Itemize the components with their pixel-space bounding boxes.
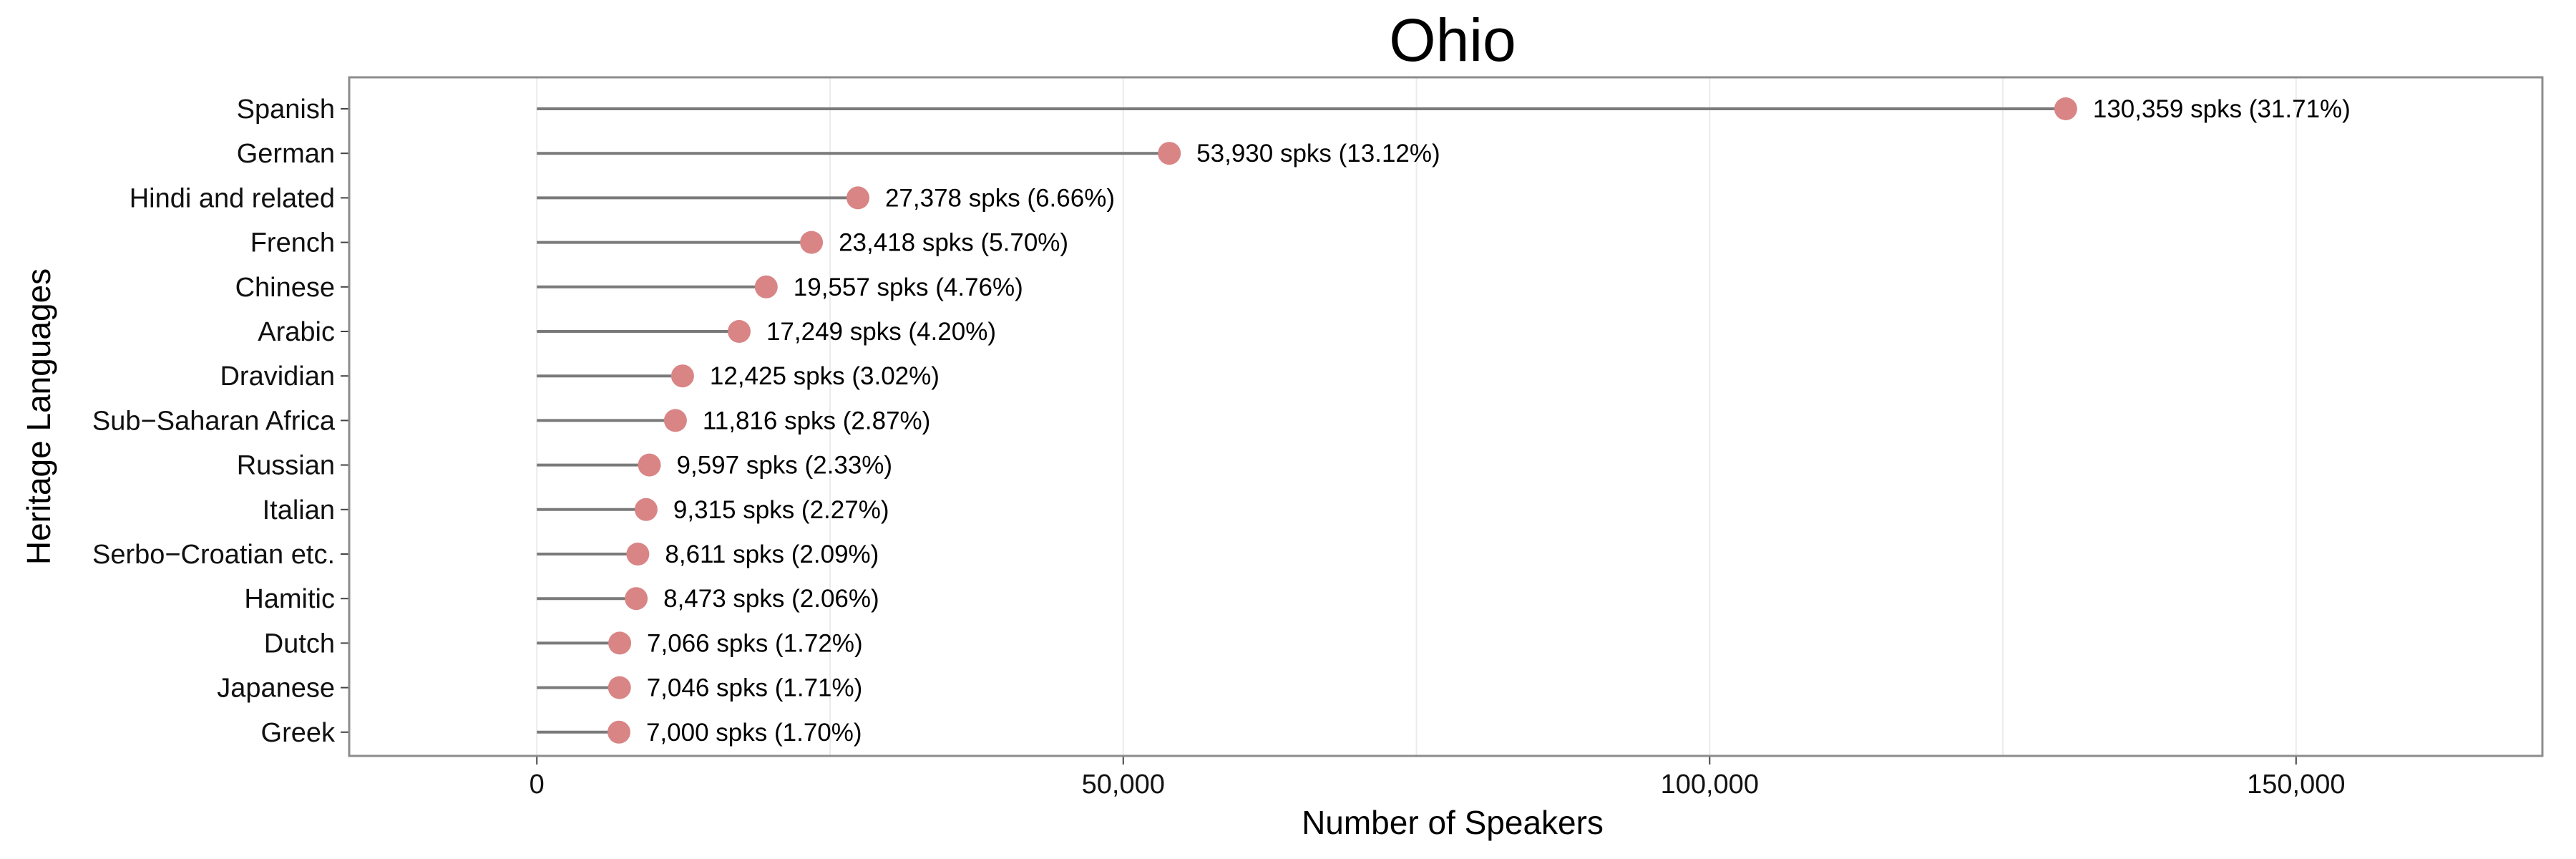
x-tick-labels: 0 50,000 100,000 150,000 (530, 756, 2345, 800)
point-spanish (2054, 97, 2077, 120)
point-russian (638, 453, 661, 477)
y-tick-label-hamitic: Hamitic (244, 584, 335, 614)
data-label-japanese: 7,046 spks (1.71%) (647, 674, 863, 702)
x-tick-label: 0 (530, 770, 545, 800)
x-tick-label: 50,000 (1082, 770, 1165, 800)
x-tick-label: 100,000 (1661, 770, 1759, 800)
point-french (800, 230, 824, 254)
y-tick-label-chinese: Chinese (235, 273, 335, 303)
lollipop-stems (537, 107, 2066, 734)
y-tick-label-serbo-croatian-etc: Serbo−Croatian etc. (92, 540, 335, 570)
data-label-french: 23,418 spks (5.70%) (839, 229, 1068, 257)
point-sub-saharan-africa (663, 409, 687, 432)
y-tick-label-japanese: Japanese (217, 674, 335, 704)
data-label-chinese: 19,557 spks (4.76%) (794, 273, 1023, 301)
y-tick-label-sub-saharan-africa: Sub−Saharan Africa (92, 406, 336, 436)
y-tick-label-italian: Italian (263, 495, 335, 525)
gridlines (536, 77, 2297, 756)
data-label-spanish: 130,359 spks (31.71%) (2093, 95, 2351, 123)
chart-title: Ohio (1389, 6, 1516, 74)
data-labels: 130,359 spks (31.71%) 53,930 spks (13.12%… (646, 95, 2351, 747)
point-german (1158, 142, 1181, 165)
point-arabic (727, 320, 751, 343)
data-label-hindi-and-related: 27,378 spks (6.66%) (885, 184, 1115, 212)
point-hamitic (625, 587, 648, 611)
point-italian (634, 498, 658, 521)
x-axis-title: Number of Speakers (1302, 804, 1604, 841)
data-label-serbo-croatian-etc: 8,611 spks (2.09%) (665, 540, 879, 568)
data-label-greek: 7,000 spks (1.70%) (646, 719, 862, 747)
y-tick-label-dutch: Dutch (264, 629, 335, 659)
point-chinese (754, 275, 778, 299)
data-label-sub-saharan-africa: 11,816 spks (2.87%) (703, 407, 930, 435)
lollipop-points (607, 97, 2077, 744)
data-label-german: 53,930 spks (13.12%) (1196, 140, 1440, 168)
x-tick-label: 150,000 (2247, 770, 2345, 800)
y-tick-label-greek: Greek (261, 718, 336, 748)
y-tick-labels: Spanish German Hindi and related French Chin… (92, 94, 349, 748)
data-label-italian: 9,315 spks (2.27%) (673, 496, 889, 524)
point-dutch (608, 631, 632, 655)
y-axis-title: Heritage Languages (20, 268, 57, 565)
y-tick-label-hindi-and-related: Hindi and related (130, 183, 335, 213)
y-tick-label-spanish: Spanish (237, 94, 335, 125)
y-tick-label-russian: Russian (237, 451, 335, 481)
y-tick-label-arabic: Arabic (258, 317, 335, 347)
point-japanese (608, 676, 631, 699)
y-tick-label-french: French (250, 228, 335, 258)
point-hindi-and-related (846, 186, 869, 210)
y-tick-label-german: German (237, 139, 335, 169)
data-label-russian: 9,597 spks (2.33%) (677, 452, 893, 480)
y-tick-label-dravidian: Dravidian (220, 361, 335, 392)
point-greek (607, 720, 630, 744)
data-label-dravidian: 12,425 spks (3.02%) (710, 362, 940, 390)
point-serbo-croatian-etc (626, 543, 650, 566)
data-label-hamitic: 8,473 spks (2.06%) (663, 585, 879, 613)
plot-panel-border (348, 76, 2544, 757)
data-label-arabic: 17,249 spks (4.20%) (766, 318, 996, 346)
point-dravidian (670, 364, 694, 388)
data-label-dutch: 7,066 spks (1.72%) (647, 629, 863, 657)
